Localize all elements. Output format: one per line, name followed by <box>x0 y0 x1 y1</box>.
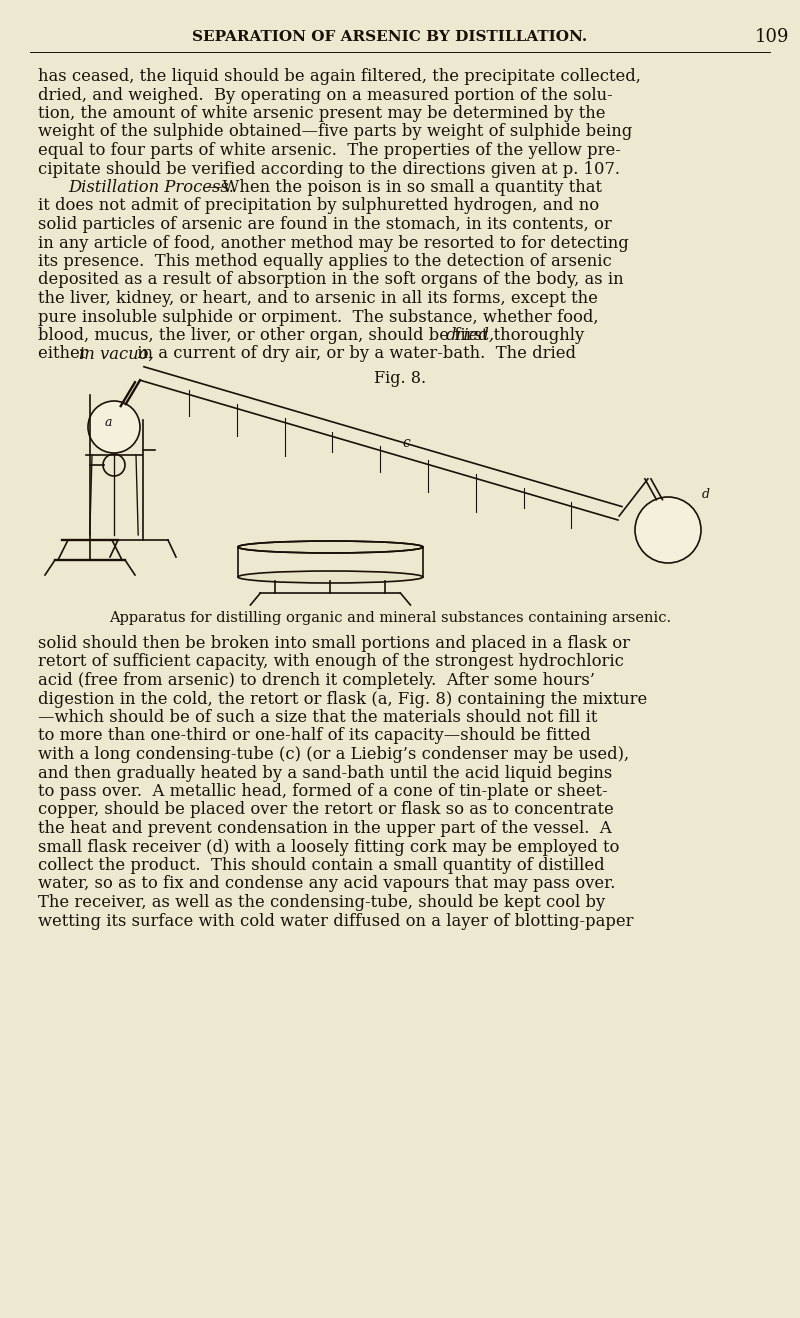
Text: copper, should be placed over the retort or flask so as to concentrate: copper, should be placed over the retort… <box>38 801 614 818</box>
Text: has ceased, the liquid should be again filtered, the precipitate collected,: has ceased, the liquid should be again f… <box>38 69 641 84</box>
Text: a: a <box>104 415 112 428</box>
Text: The receiver, as well as the condensing-tube, should be kept cool by: The receiver, as well as the condensing-… <box>38 894 606 911</box>
Text: weight of the sulphide obtained—five parts by weight of sulphide being: weight of the sulphide obtained—five par… <box>38 124 632 141</box>
Text: Fig. 8.: Fig. 8. <box>374 370 426 387</box>
Text: deposited as a result of absorption in the soft organs of the body, as in: deposited as a result of absorption in t… <box>38 272 624 289</box>
Text: c: c <box>402 436 410 449</box>
Text: collect the product.  This should contain a small quantity of distilled: collect the product. This should contain… <box>38 857 605 874</box>
Text: tion, the amount of white arsenic present may be determined by the: tion, the amount of white arsenic presen… <box>38 105 606 123</box>
Text: small flask receiver (d) with a loosely fitting cork may be employed to: small flask receiver (d) with a loosely … <box>38 838 619 855</box>
Text: solid particles of arsenic are found in the stomach, in its contents, or: solid particles of arsenic are found in … <box>38 216 612 233</box>
Text: the heat and prevent condensation in the upper part of the vessel.  A: the heat and prevent condensation in the… <box>38 820 612 837</box>
Text: and then gradually heated by a sand-bath until the acid liquid begins: and then gradually heated by a sand-bath… <box>38 764 612 782</box>
Text: SEPARATION OF ARSENIC BY DISTILLATION.: SEPARATION OF ARSENIC BY DISTILLATION. <box>192 30 588 43</box>
Text: its presence.  This method equally applies to the detection of arsenic: its presence. This method equally applie… <box>38 253 612 270</box>
Text: it does not admit of precipitation by sulphuretted hydrogen, and no: it does not admit of precipitation by su… <box>38 198 599 215</box>
Text: Apparatus for distilling organic and mineral substances containing arsenic.: Apparatus for distilling organic and min… <box>109 612 671 625</box>
Text: cipitate should be verified according to the directions given at p. 107.: cipitate should be verified according to… <box>38 161 620 178</box>
Text: digestion in the cold, the retort or flask (a, Fig. 8) containing the mixture: digestion in the cold, the retort or fla… <box>38 691 647 708</box>
Text: to more than one-third or one-half of its capacity—should be fitted: to more than one-third or one-half of it… <box>38 728 590 745</box>
Text: Distillation Process.: Distillation Process. <box>68 179 234 196</box>
Text: wetting its surface with cold water diffused on a layer of blotting-paper: wetting its surface with cold water diff… <box>38 912 634 929</box>
Text: pure insoluble sulphide or orpiment.  The substance, whether food,: pure insoluble sulphide or orpiment. The… <box>38 308 598 326</box>
Ellipse shape <box>238 571 423 583</box>
Text: solid should then be broken into small portions and placed in a flask or: solid should then be broken into small p… <box>38 635 630 652</box>
Text: water, so as to fix and condense any acid vapours that may pass over.: water, so as to fix and condense any aci… <box>38 875 615 892</box>
Text: —When the poison is in so small a quantity that: —When the poison is in so small a quanti… <box>206 179 602 196</box>
Text: in a current of dry air, or by a water-bath.  The dried: in a current of dry air, or by a water-b… <box>131 345 576 362</box>
Text: in vacuo,: in vacuo, <box>79 345 154 362</box>
Text: retort of sufficient capacity, with enough of the strongest hydrochloric: retort of sufficient capacity, with enou… <box>38 654 624 671</box>
Text: acid (free from arsenic) to drench it completely.  After some hours’: acid (free from arsenic) to drench it co… <box>38 672 595 689</box>
Circle shape <box>635 497 701 563</box>
Text: to pass over.  A metallic head, formed of a cone of tin-plate or sheet-: to pass over. A metallic head, formed of… <box>38 783 608 800</box>
Circle shape <box>88 401 140 453</box>
Text: blood, mucus, the liver, or other organ, should be first thoroughly: blood, mucus, the liver, or other organ,… <box>38 327 590 344</box>
Text: the liver, kidney, or heart, and to arsenic in all its forms, except the: the liver, kidney, or heart, and to arse… <box>38 290 598 307</box>
Text: equal to four parts of white arsenic.  The properties of the yellow pre-: equal to four parts of white arsenic. Th… <box>38 142 621 159</box>
Ellipse shape <box>238 540 423 554</box>
Text: dried,: dried, <box>446 327 495 344</box>
Text: —which should be of such a size that the materials should not fill it: —which should be of such a size that the… <box>38 709 598 726</box>
Text: dried, and weighed.  By operating on a measured portion of the solu-: dried, and weighed. By operating on a me… <box>38 87 613 104</box>
Text: d: d <box>702 489 710 502</box>
Text: with a long condensing-tube (c) (or a Liebig’s condenser may be used),: with a long condensing-tube (c) (or a Li… <box>38 746 629 763</box>
Text: 109: 109 <box>755 28 790 46</box>
Text: either: either <box>38 345 93 362</box>
Text: in any article of food, another method may be resorted to for detecting: in any article of food, another method m… <box>38 235 629 252</box>
